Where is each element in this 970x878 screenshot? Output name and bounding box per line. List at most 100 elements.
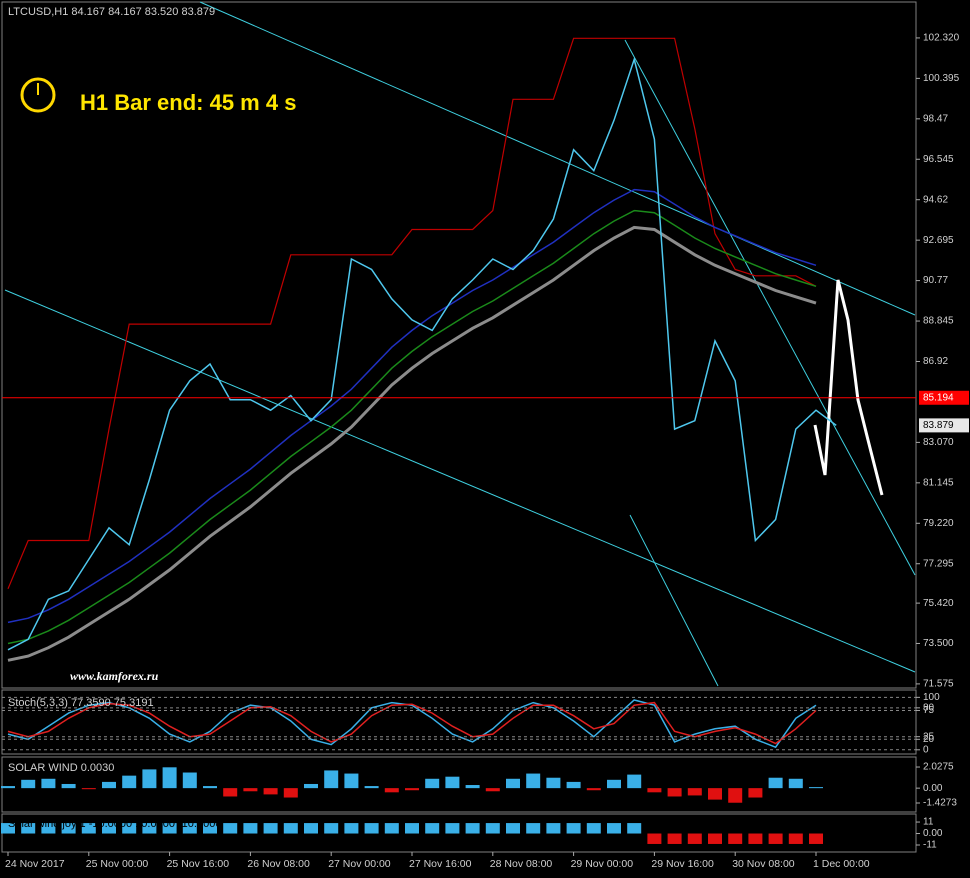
- bar: [344, 823, 359, 834]
- clock-icon: [20, 77, 56, 113]
- bar: [788, 833, 803, 844]
- bar: [203, 786, 217, 789]
- y-tick-label: 100.395: [923, 73, 960, 84]
- y-tick-label: 79.220: [923, 518, 954, 529]
- solar-frame: [1, 756, 917, 813]
- x-tick-label: 29 Nov 00:00: [571, 858, 634, 870]
- bar: [768, 777, 783, 789]
- x-tick-label: 27 Nov 00:00: [328, 858, 391, 870]
- watermark: www.kamforex.ru: [70, 669, 159, 683]
- bar: [546, 823, 561, 834]
- y-tick-label: 75: [923, 705, 935, 716]
- main-frame: [1, 1, 917, 689]
- clock-face: [20, 77, 56, 113]
- y-tick-label: 0: [923, 744, 929, 755]
- bar: [445, 776, 460, 789]
- y-tick-label: 96.545: [923, 154, 954, 165]
- bar: [81, 823, 96, 834]
- y-tick-label: -1.4273: [923, 798, 957, 809]
- bar: [364, 786, 379, 789]
- x-tick-label: 25 Nov 00:00: [86, 858, 149, 870]
- bar: [81, 788, 96, 790]
- y-tick-label: 71.575: [923, 679, 954, 690]
- bar: [162, 823, 177, 834]
- bar: [506, 778, 520, 789]
- bar-timer: H1 Bar end: 45 m 4 s: [80, 90, 296, 115]
- y-tick-label: 92.695: [923, 235, 954, 246]
- bar: [384, 823, 399, 834]
- bar: [364, 823, 379, 834]
- bar: [687, 833, 702, 844]
- bar: [263, 823, 278, 834]
- stoch-title: Stoch(5,3,3) 77.3590 75.3191: [8, 697, 154, 709]
- series-line: [7, 37, 817, 590]
- y-tick-label: 25: [923, 731, 935, 742]
- bar: [708, 833, 722, 844]
- bar: [768, 833, 783, 844]
- y-tick-label: 0.00: [923, 783, 943, 794]
- bar: [122, 823, 137, 834]
- bar: [586, 823, 601, 834]
- bar: [142, 823, 157, 834]
- trendline: [624, 39, 916, 576]
- bar: [162, 767, 177, 789]
- bar: [21, 823, 36, 834]
- y-tick-label: -11: [923, 840, 937, 851]
- bar: [304, 823, 318, 834]
- bar: [506, 823, 520, 834]
- bar: [243, 788, 258, 792]
- bar: [586, 788, 601, 791]
- level-box: [919, 390, 969, 405]
- bar: [283, 823, 298, 834]
- bar: [607, 823, 621, 834]
- bar: [1, 823, 15, 834]
- y-tick-label: 88.845: [923, 316, 954, 327]
- bar: [203, 823, 217, 834]
- bar: [607, 779, 621, 789]
- series-line: [7, 225, 817, 662]
- x-tick-label: 30 Nov 08:00: [732, 858, 795, 870]
- x-tick-label: 26 Nov 08:00: [247, 858, 310, 870]
- bar: [283, 788, 298, 798]
- solar-title: SOLAR WIND 0.0030: [8, 762, 114, 774]
- bar: [102, 781, 116, 789]
- bar: [465, 785, 480, 789]
- bar: [182, 772, 197, 789]
- bar: [566, 823, 581, 834]
- x-tick-label: 28 Nov 08:00: [490, 858, 553, 870]
- y-tick-label: 11: [923, 817, 934, 828]
- x-tick-label: 27 Nov 16:00: [409, 858, 472, 870]
- x-tick-label: 1 Dec 00:00: [813, 858, 870, 870]
- bar: [243, 823, 258, 834]
- y-tick-label: 86.92: [923, 356, 948, 367]
- y-tick-label: 20: [923, 734, 935, 745]
- bar: [647, 833, 662, 844]
- bar: [182, 823, 197, 834]
- joy-title: Solar wind joy 1 -10.0000 10.0000 -10.00…: [8, 818, 221, 830]
- bar: [405, 823, 419, 834]
- projection: [813, 279, 884, 496]
- bar: [425, 823, 440, 834]
- bar: [627, 823, 642, 834]
- bar: [627, 774, 642, 789]
- bar: [21, 779, 36, 789]
- y-tick-label: 90.77: [923, 275, 948, 286]
- trendline: [4, 289, 916, 673]
- y-tick-label: 81.145: [923, 477, 954, 488]
- bar: [61, 823, 76, 834]
- bar: [344, 773, 359, 789]
- bar: [748, 788, 763, 798]
- data-layer: [1, 37, 837, 844]
- y-tick-label: 83.070: [923, 437, 954, 448]
- bar: [728, 833, 743, 844]
- bar: [263, 788, 278, 795]
- y-tick-label: 98.47: [923, 113, 948, 124]
- bar: [465, 823, 480, 834]
- bar: [324, 823, 339, 834]
- trendlines: [4, 1, 916, 687]
- trendline: [629, 514, 719, 687]
- bar: [1, 786, 15, 789]
- bar: [324, 770, 339, 789]
